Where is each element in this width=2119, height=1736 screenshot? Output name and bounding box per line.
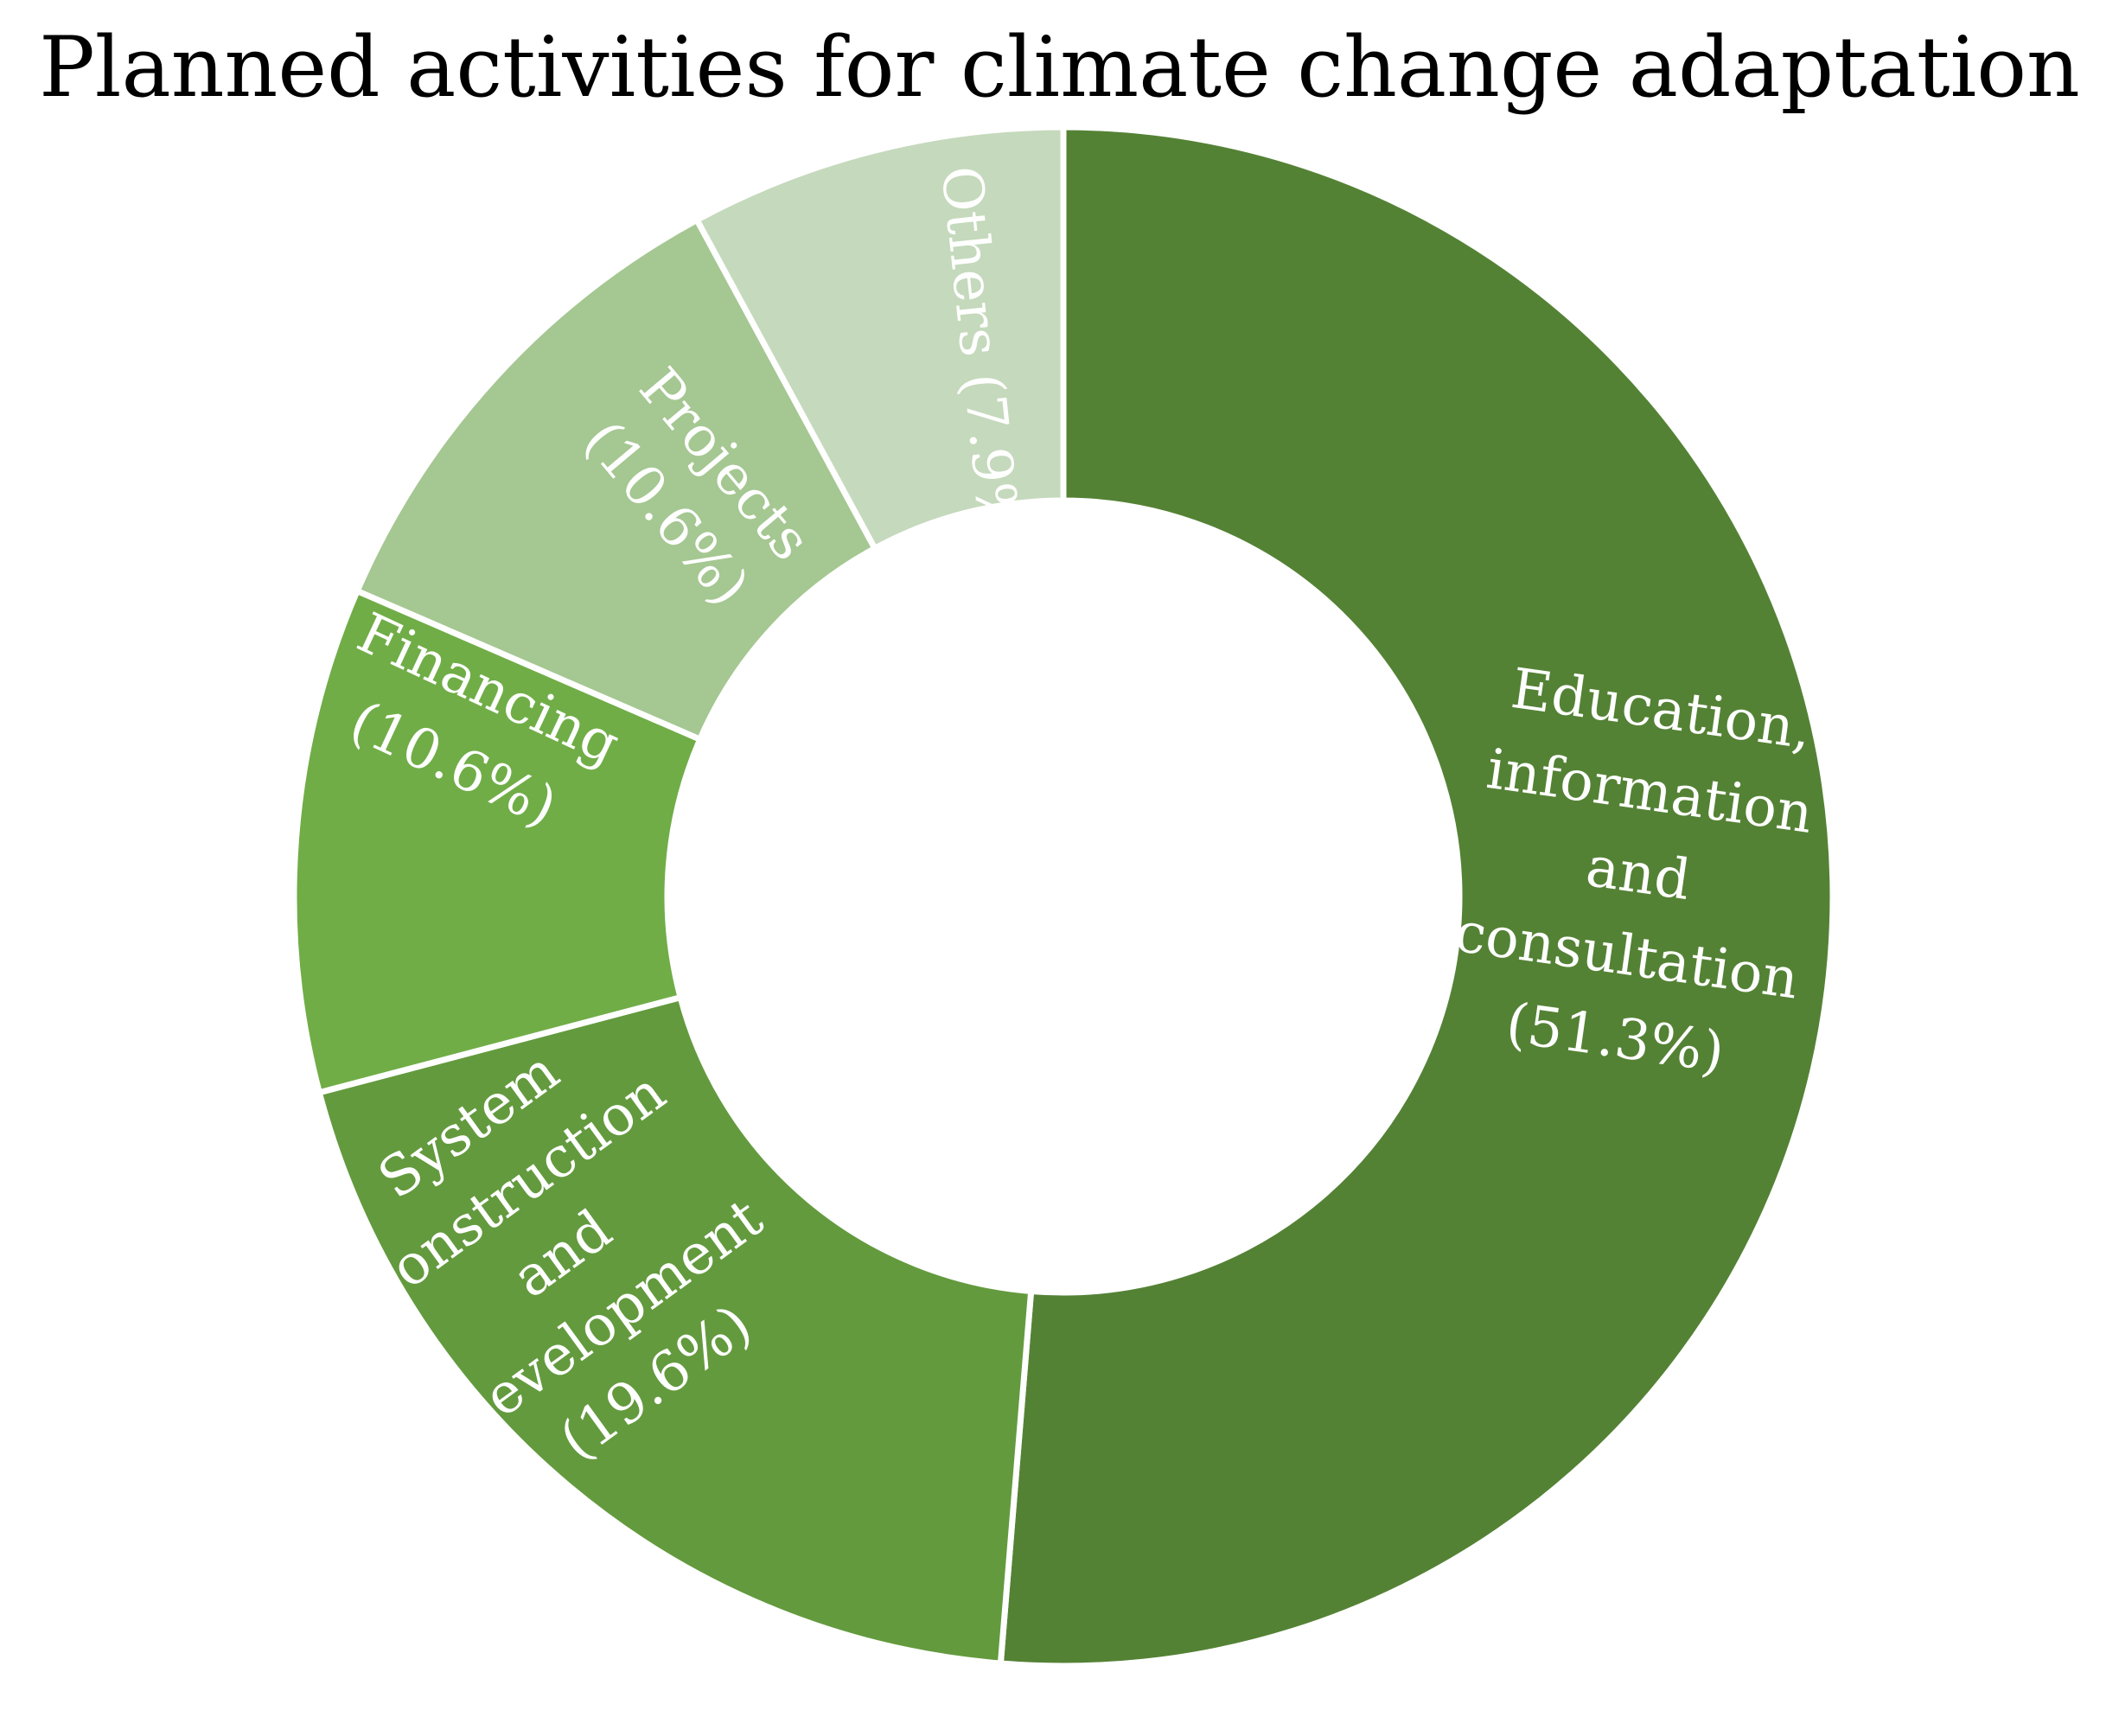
donut-slices bbox=[290, 124, 1836, 1669]
slice-label-line: and bbox=[1582, 835, 1694, 913]
donut-slice-others bbox=[693, 124, 1067, 553]
donut-slice-financing bbox=[290, 586, 705, 1097]
donut-slice-projects bbox=[353, 215, 879, 744]
donut-slice-system-construction-and-development bbox=[316, 993, 1035, 1667]
donut-slice-education-information-and-consultation bbox=[997, 124, 1836, 1669]
chart-title: Planned activities for climate change ad… bbox=[39, 19, 2080, 116]
